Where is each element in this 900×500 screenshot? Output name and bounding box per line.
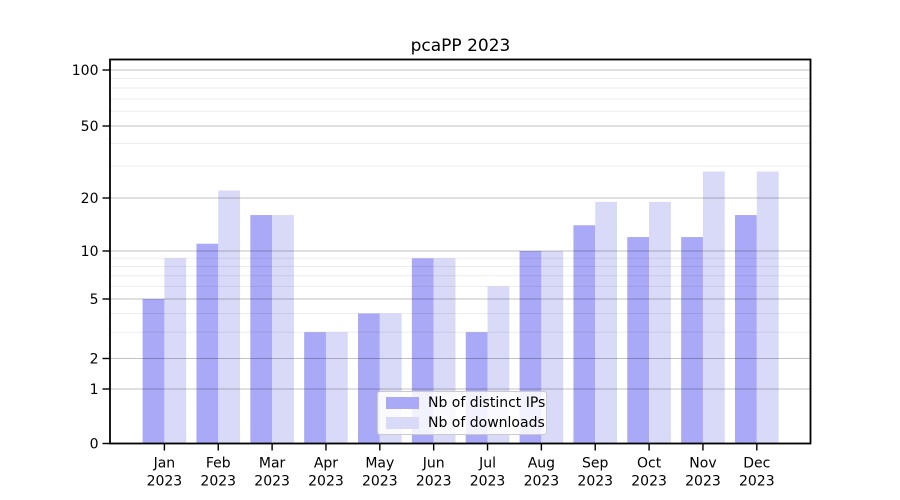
- bar-downloads-sep: [595, 201, 618, 444]
- x-tick-label-month-sep: Sep: [582, 456, 609, 472]
- bar-distinct-ips-sep: [573, 225, 596, 444]
- bar-downloads-feb: [218, 190, 241, 444]
- y-tick-label-5: 5: [90, 292, 99, 308]
- bar-downloads-dec: [756, 171, 779, 444]
- legend: Nb of distinct IPs Nb of downloads: [377, 391, 547, 435]
- y-tick-label-1: 1: [90, 382, 99, 398]
- y-tick-label-20: 20: [81, 191, 99, 207]
- bar-downloads-mar: [272, 215, 294, 444]
- x-tick-label-month-feb: Feb: [206, 456, 231, 472]
- x-tick-label-year-jul: 2023: [470, 474, 506, 490]
- x-tick-label-year-feb: 2023: [200, 474, 236, 490]
- x-tick-label-month-jul: Jul: [478, 456, 496, 472]
- y-tick-label-100: 100: [72, 63, 99, 79]
- bar-distinct-ips-dec: [735, 215, 757, 444]
- x-tick-label-year-jun: 2023: [416, 474, 452, 490]
- bar-distinct-ips-apr: [304, 332, 326, 444]
- bar-distinct-ips-nov: [681, 237, 703, 444]
- x-tick-label-year-oct: 2023: [631, 474, 667, 490]
- bar-downloads-apr: [325, 332, 348, 444]
- y-tick-label-0: 0: [90, 436, 99, 452]
- x-tick-label-year-jan: 2023: [147, 474, 183, 490]
- x-tick-label-year-dec: 2023: [739, 474, 775, 490]
- legend-row-distinct-ips: Nb of distinct IPs: [386, 395, 545, 411]
- x-tick-label-month-mar: Mar: [259, 456, 286, 472]
- x-tick-label-month-jun: Jun: [422, 456, 445, 472]
- x-tick-label-month-dec: Dec: [743, 456, 770, 472]
- x-tick-label-month-jan: Jan: [153, 456, 176, 472]
- x-tick-label-month-apr: Apr: [314, 456, 338, 472]
- y-tick-label-50: 50: [81, 119, 99, 135]
- x-tick-label-month-may: May: [365, 456, 394, 472]
- x-tick-label-month-aug: Aug: [528, 456, 555, 472]
- x-tick-label-year-apr: 2023: [308, 474, 344, 490]
- legend-label-distinct-ips: Nb of distinct IPs: [428, 395, 546, 411]
- bar-downloads-oct: [649, 201, 671, 444]
- x-tick-label-month-nov: Nov: [689, 456, 716, 472]
- chart-title: pcaPP 2023: [410, 36, 511, 56]
- legend-label-downloads: Nb of downloads: [428, 415, 545, 431]
- x-tick-label-year-aug: 2023: [524, 474, 560, 490]
- x-tick-label-year-may: 2023: [362, 474, 398, 490]
- bar-distinct-ips-oct: [627, 237, 650, 444]
- bar-distinct-ips-may: [358, 313, 380, 444]
- x-tick-label-year-mar: 2023: [254, 474, 290, 490]
- legend-swatch-downloads: [386, 417, 419, 429]
- x-tick-label-year-sep: 2023: [577, 474, 613, 490]
- x-tick-label-month-oct: Oct: [637, 456, 662, 472]
- x-tick-label-year-nov: 2023: [685, 474, 721, 490]
- bar-distinct-ips-feb: [196, 243, 219, 444]
- bar-downloads-jan: [164, 258, 187, 444]
- bar-distinct-ips-jan: [142, 299, 165, 444]
- legend-row-downloads: Nb of downloads: [386, 415, 545, 431]
- y-tick-label-2: 2: [90, 351, 99, 367]
- y-tick-label-10: 10: [81, 244, 99, 260]
- bar-downloads-nov: [702, 171, 725, 444]
- legend-swatch-distinct-ips: [386, 397, 419, 409]
- bar-distinct-ips-mar: [250, 215, 273, 444]
